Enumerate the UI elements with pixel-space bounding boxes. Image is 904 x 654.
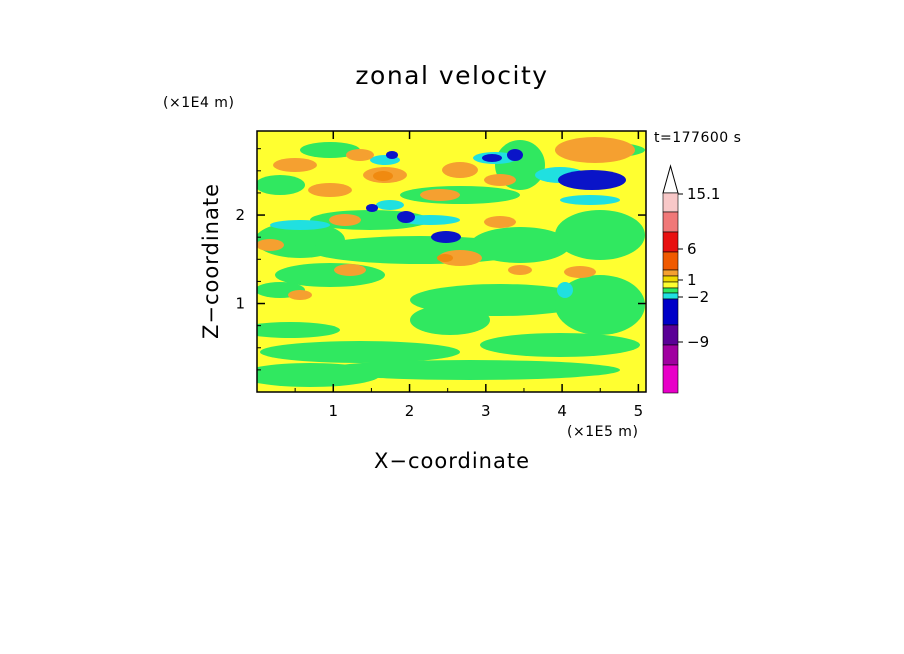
- contour-patch: [484, 216, 516, 228]
- colorbar-segment: [662, 269, 679, 277]
- contour-patch: [555, 137, 635, 163]
- colorbar-label: −2: [687, 288, 709, 306]
- colorbar-segment: [662, 292, 679, 300]
- contour-patch: [366, 204, 378, 212]
- contour-patch: [373, 171, 393, 181]
- colorbar-segment: [662, 364, 679, 394]
- contour-patch: [564, 266, 596, 278]
- colorbar-segment: [662, 298, 679, 326]
- contour-patch: [507, 149, 523, 161]
- x-tick-label: 4: [557, 402, 567, 420]
- contour-patch: [400, 215, 460, 225]
- time-label: t=177600 s: [654, 130, 741, 146]
- contour-patch: [334, 264, 366, 276]
- contour-patch: [555, 275, 645, 335]
- chart-title: zonal velocity: [355, 61, 548, 90]
- colorbar-segment: [662, 275, 679, 283]
- contour-patch: [480, 333, 640, 357]
- colorbar-segment: [662, 231, 679, 253]
- contour-patch: [482, 154, 502, 162]
- contour-patch: [273, 158, 317, 172]
- contour-patch: [376, 200, 404, 210]
- contour-patch: [508, 265, 532, 275]
- contour-patch: [558, 170, 626, 190]
- contour-patch: [300, 142, 360, 158]
- contour-patch: [308, 183, 352, 197]
- colorbar-label: 15.1: [687, 185, 720, 203]
- contour-patch: [329, 214, 361, 226]
- plot-frame: [256, 130, 647, 393]
- colorbar-segment: [662, 281, 679, 289]
- contour-patch: [438, 250, 482, 266]
- colorbar-label: 1: [687, 271, 697, 289]
- y-axis-label: Z−coordinate: [199, 183, 223, 339]
- contour-patch: [410, 305, 490, 335]
- contour-patch: [386, 151, 398, 159]
- contour-patch: [288, 290, 312, 300]
- y-scale-label: (×1E4 m): [163, 95, 234, 111]
- contour-patch: [397, 211, 415, 223]
- contour-patch: [346, 149, 374, 161]
- colorbar-segment: [662, 287, 679, 294]
- contour-patch: [557, 282, 573, 298]
- contour-patch: [257, 175, 305, 195]
- colorbar-segment: [662, 344, 679, 366]
- colorbar-segment: [662, 192, 679, 213]
- contour-patch: [560, 195, 620, 205]
- contour-patch: [320, 360, 620, 380]
- contour-patch: [555, 210, 645, 260]
- colorbar: 15.1 6 1−2 −9: [662, 164, 720, 394]
- colorbar-segment: [662, 211, 679, 233]
- x-scale-label: (×1E5 m): [567, 424, 638, 440]
- colorbar-segment: [662, 251, 679, 271]
- contour-patch: [270, 220, 330, 230]
- colorbar-arrow: [662, 164, 679, 194]
- y-tick-label: 1: [235, 295, 245, 313]
- x-ticks: 1 2 3 4 5: [294, 131, 644, 420]
- contour-patch: [442, 162, 478, 178]
- x-tick-label: 5: [634, 402, 644, 420]
- contour-patch: [484, 174, 516, 186]
- colorbar-label: −9: [687, 333, 709, 351]
- x-tick-label: 2: [405, 402, 415, 420]
- colorbar-label: 6: [687, 240, 697, 258]
- x-tick-label: 1: [329, 402, 339, 420]
- contour-patch: [431, 231, 461, 243]
- y-tick-label: 2: [235, 206, 245, 224]
- contour-patch: [257, 239, 284, 251]
- contour-patch: [420, 189, 460, 201]
- colorbar-segment: [662, 324, 679, 346]
- contour-patch: [260, 341, 460, 363]
- x-axis-label: X−coordinate: [374, 449, 530, 473]
- contour-patch: [437, 254, 453, 262]
- contour-patch: [257, 322, 340, 338]
- contour-patch: [470, 227, 570, 263]
- contour-field: [257, 131, 646, 392]
- x-tick-label: 3: [481, 402, 491, 420]
- y-ticks: 12: [235, 148, 646, 371]
